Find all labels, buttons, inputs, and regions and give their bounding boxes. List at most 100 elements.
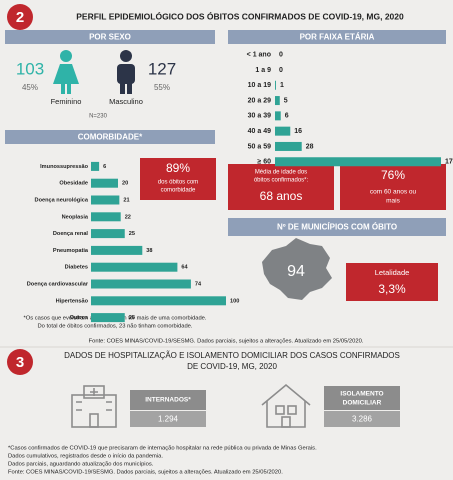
map-shape	[262, 238, 332, 300]
female-percent: 45%	[22, 83, 38, 92]
value-label: 174	[445, 159, 453, 166]
category-label: Diabetes	[65, 265, 88, 271]
note: Do total de óbitos confirmados, 23 não t…	[38, 324, 193, 330]
bar	[91, 313, 125, 323]
bar	[91, 262, 178, 272]
male-icon	[117, 50, 135, 94]
footnote: Dados parciais, aguardando atualização d…	[8, 462, 154, 468]
value-label: 0	[279, 51, 283, 58]
value-label: 38	[146, 248, 152, 254]
female-label: Feminino	[51, 97, 82, 106]
male-count: 127	[148, 59, 176, 78]
category-label: Obesidade	[59, 181, 88, 187]
section-number: 2	[16, 9, 24, 26]
bar	[275, 126, 291, 136]
bar	[91, 229, 125, 239]
category-label: 30 a 39	[248, 113, 271, 120]
bar	[91, 212, 121, 222]
value-label: 74	[195, 281, 202, 287]
category-label: Imunossupressão	[40, 164, 88, 170]
footnote: Fonte: COES MINAS/COVID-19/SESMG. Dados …	[8, 470, 283, 476]
value-label: 0	[279, 67, 283, 74]
value-label: 25	[129, 231, 135, 237]
stat-label-box	[324, 386, 400, 410]
stat-label: INTERNADOS*	[145, 397, 191, 404]
callout-box	[340, 164, 446, 210]
section-title: POR SEXO	[89, 33, 131, 42]
municipality-count: 94	[287, 263, 305, 280]
male-percent: 55%	[154, 83, 170, 92]
section-number: 3	[16, 354, 24, 371]
category-label: Pneumopatia	[53, 248, 89, 254]
stat-value-box	[130, 411, 206, 427]
footnote: Dados cumulativos, registrados desde o i…	[8, 454, 163, 460]
callout-box	[228, 164, 334, 210]
category-label: Doença neurológica	[35, 197, 89, 203]
callout-text: dos óbitos com	[158, 180, 198, 186]
source: Fonte: COES MINAS/COVID-19/SESMG. Dados …	[89, 339, 364, 345]
female-icon	[53, 50, 79, 94]
value-label: 5	[284, 97, 288, 104]
section-title: COMORBIDADE*	[78, 133, 143, 142]
value-label: 16	[294, 128, 302, 135]
value-label: 100	[230, 298, 239, 304]
section-header	[228, 30, 446, 44]
category-label: ≥ 60	[257, 159, 271, 166]
callout-text: comorbidade	[161, 188, 196, 194]
bar	[275, 141, 302, 151]
value-label: 6	[285, 113, 289, 120]
section-header	[228, 218, 446, 236]
callout-text: Média de idade dos	[255, 170, 307, 176]
value-label: 22	[125, 214, 131, 220]
bar	[275, 96, 280, 106]
male-label: Masculino	[109, 97, 143, 106]
stat-value: 1.294	[158, 415, 179, 424]
callout-text: mais	[386, 198, 400, 205]
category-label: Hipertensão	[56, 298, 89, 304]
bar	[275, 80, 276, 90]
callout-value: 3,3%	[378, 282, 406, 296]
house-icon	[261, 383, 311, 428]
section-badge	[7, 4, 33, 30]
category-label: < 1 ano	[247, 51, 271, 58]
bar	[275, 157, 441, 167]
stat-label: ISOLAMENTO	[340, 391, 383, 398]
category-label: 50 a 59	[248, 143, 271, 150]
total: N=230	[89, 114, 108, 120]
value-label: 25	[129, 315, 135, 321]
callout-text: Letalidade	[375, 268, 410, 277]
category-label: 10 a 19	[248, 82, 271, 89]
section-title: POR FAIXA ETÁRIA	[300, 33, 375, 42]
value-label: 21	[123, 197, 129, 203]
callout-text: óbitos confirmados*:	[254, 178, 309, 184]
stat-value-box	[324, 411, 400, 427]
bar	[275, 111, 281, 121]
category-label: Doença renal	[53, 231, 89, 237]
page-title: PERFIL EPIDEMIOLÓGICO DOS ÓBITOS CONFIRM…	[76, 10, 404, 21]
callout-box	[346, 263, 438, 301]
category-label: Neoplasia	[62, 214, 89, 220]
stat-value: 3.286	[352, 415, 373, 424]
section-badge	[7, 349, 33, 375]
value-label: 1	[280, 82, 284, 89]
value-label: 20	[122, 181, 128, 187]
callout-box	[140, 158, 216, 200]
value-label: 6	[103, 164, 106, 170]
category-label: 20 a 29	[248, 97, 271, 104]
callout-value: 89%	[166, 161, 190, 175]
female-count: 103	[16, 59, 44, 78]
footnote: *Casos confirmados de COVID-19 que preci…	[8, 446, 317, 452]
bar	[91, 161, 100, 171]
section-title: DE COVID-19, MG, 2020	[187, 362, 277, 371]
value-label: 28	[306, 143, 314, 150]
stat-label-box	[130, 390, 206, 410]
category-label: Doença cardiovascular	[27, 281, 89, 287]
callout-value: 68 anos	[260, 189, 303, 203]
bar	[91, 296, 226, 306]
category-label: Outros	[70, 315, 88, 321]
category-label: 1 a 9	[255, 67, 271, 74]
bar	[91, 279, 191, 289]
section-header	[5, 130, 215, 144]
hospital-icon	[71, 385, 117, 428]
